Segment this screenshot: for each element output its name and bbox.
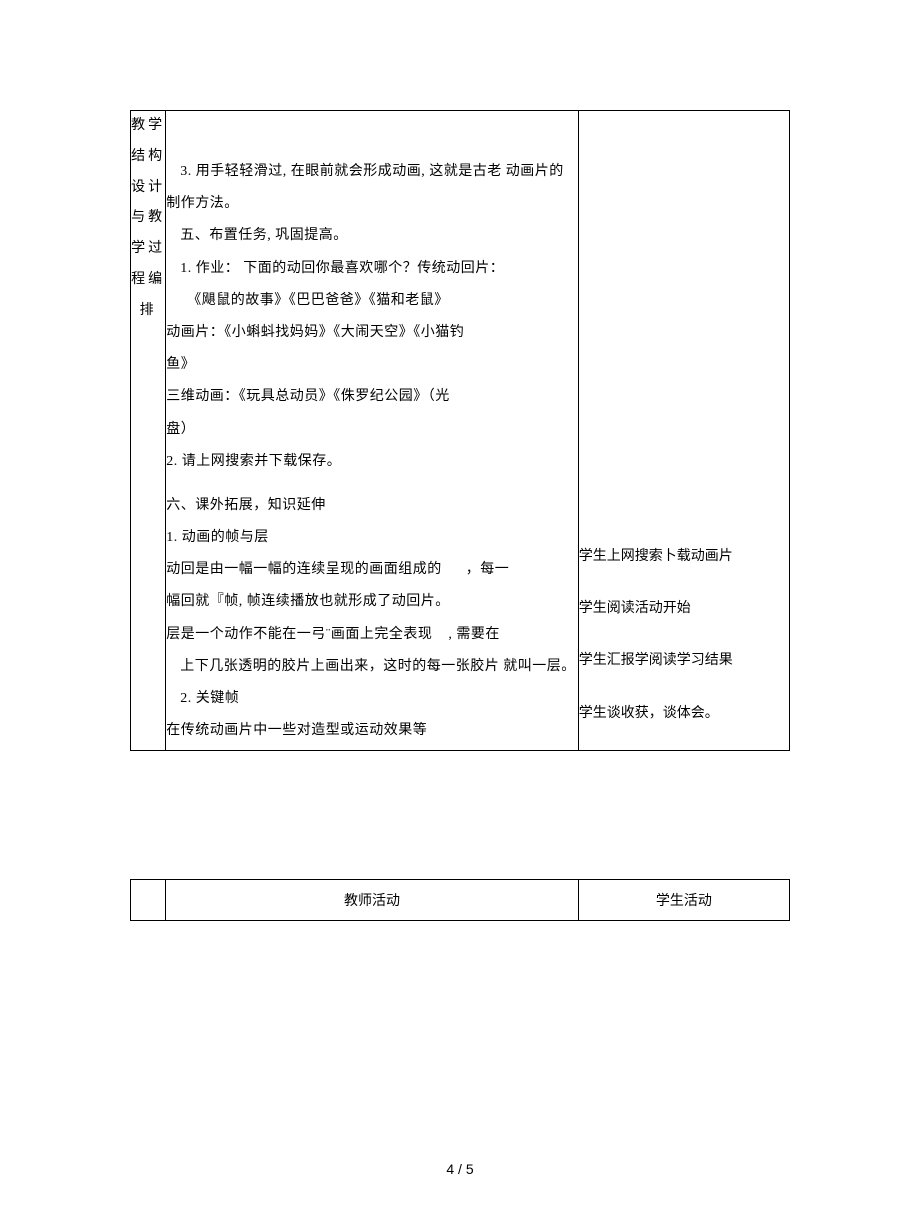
bottom-header-table: 教师活动 学生活动 (130, 879, 790, 921)
content-line: 2. 关键帧 (166, 683, 578, 715)
content-line: 在传统动画片中一些对造型或运动效果等 (166, 715, 578, 747)
row-label-cell: 教学结构设计与教学过程编排 (131, 111, 166, 751)
student-header-cell: 学生活动 (578, 879, 789, 920)
content-line: 1. 动画的帧与层 (166, 522, 578, 554)
content-line: 动回是由一幅一幅的连续呈现的画面组成的 ，每一 (166, 554, 578, 586)
content-line: 2. 请上网搜索并下载保存。 (166, 446, 578, 478)
student-activity-line: 学生上网搜索卜载动画片 (579, 541, 789, 573)
bottom-empty-cell (131, 879, 166, 920)
student-activity-line: 学生汇报学阅读学习结果 (579, 645, 789, 677)
right-content-block: 学生上网搜索卜载动画片 学生阅读活动开始 学生汇报学阅读学习结果 学生谈收获，谈… (579, 541, 789, 730)
content-line: 层是一个动作不能在一弓¨画面上完全表现 , 需要在 (166, 619, 578, 651)
main-content-table: 教学结构设计与教学过程编排 3. 用手轻轻滑过, 在眼前就会形成动画, 这就是古… (130, 110, 790, 751)
content-line: 幅回就『帧, 帧连续播放也就形成了动回片。 (166, 586, 578, 618)
text-segment: 层是一个动作不能在一弓¨画面上完全表现 (166, 627, 432, 642)
content-line: 五、布置任务, 巩固提高。 (166, 220, 578, 252)
content-line: 上下几张透明的胶片上画出来，这时的每一张胶片 就叫一层。 (166, 651, 578, 683)
text-segment: , 需要在 (448, 627, 500, 642)
text-segment: ，每一 (466, 562, 510, 577)
content-line: 3. 用手轻轻滑过, 在眼前就会形成动画, 这就是古老 动画片的制作方法。 (166, 156, 578, 220)
content-line: 《飓鼠的故事》《巴巴爸爸》《猫和老鼠》 (166, 285, 578, 317)
page-number: 4 / 5 (0, 1161, 920, 1177)
teacher-activity-cell: 3. 用手轻轻滑过, 在眼前就会形成动画, 这就是古老 动画片的制作方法。 五、… (166, 111, 579, 751)
student-activity-line: 学生阅读活动开始 (579, 593, 789, 625)
content-line: 动画片：《小蝌蚪找妈妈》《大闹天空》《小猫钓 (166, 317, 578, 349)
student-activity-line: 学生谈收获，谈体会。 (579, 698, 789, 730)
content-line: 六、课外拓展，知识延伸 (166, 490, 578, 522)
teacher-header-cell: 教师活动 (166, 879, 579, 920)
content-line: 鱼》 (166, 349, 578, 381)
text-segment: 动回是由一幅一幅的连续呈现的画面组成的 (166, 562, 442, 577)
content-line: 盘） (166, 414, 578, 446)
content-line: 三维动画：《玩具总动员》《侏罗纪公园》（光 (166, 381, 578, 413)
student-activity-cell: 学生上网搜索卜载动画片 学生阅读活动开始 学生汇报学阅读学习结果 学生谈收获，谈… (578, 111, 789, 751)
content-line: 1. 作业： 下面的动回你最喜欢哪个？传统动回片： (166, 253, 578, 285)
row-label-text: 教学结构设计与教学过程编排 (131, 118, 165, 318)
page-container: 教学结构设计与教学过程编排 3. 用手轻轻滑过, 在眼前就会形成动画, 这就是古… (0, 0, 920, 921)
